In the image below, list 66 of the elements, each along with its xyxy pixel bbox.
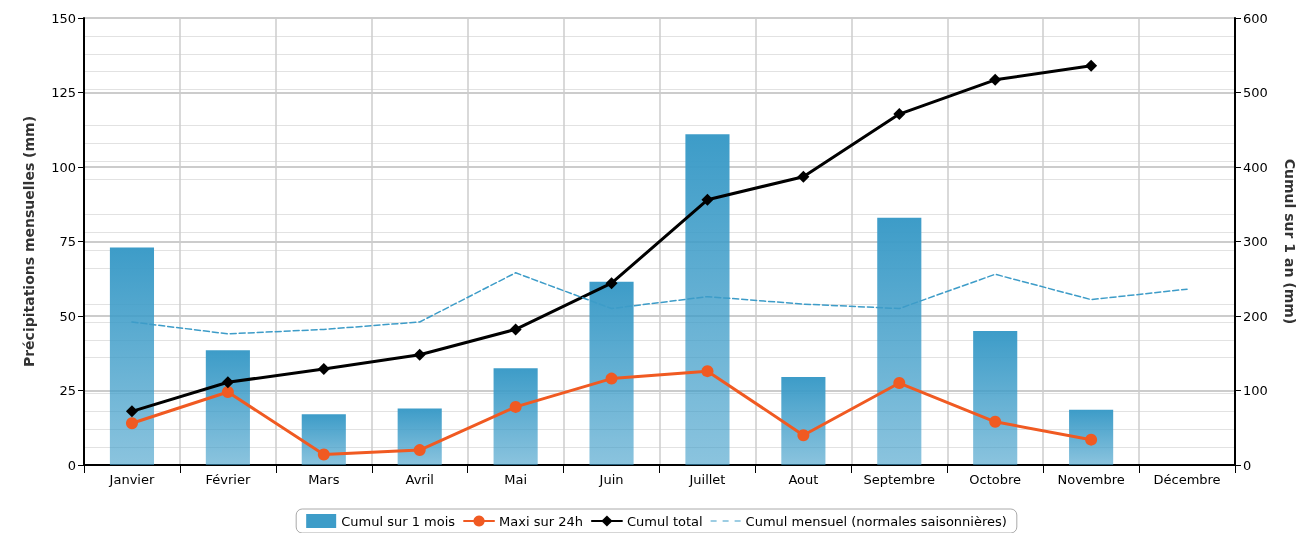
point <box>317 448 330 461</box>
x-tick-label: Aout <box>788 472 819 487</box>
y2-tick-label: 400 <box>1243 159 1268 175</box>
x-tick-label: Février <box>205 472 251 487</box>
bar <box>685 134 730 465</box>
point <box>797 429 810 442</box>
point <box>413 348 426 361</box>
point <box>701 193 714 206</box>
point <box>605 277 618 290</box>
point <box>893 108 906 121</box>
y2-tick-label: 600 <box>1243 10 1268 26</box>
point <box>413 444 426 457</box>
x-tick-label: Janvier <box>108 472 155 487</box>
legend-label: Maxi sur 24h <box>499 513 583 529</box>
y-tick-label: 75 <box>59 234 76 249</box>
x-tick-label: Septembre <box>863 472 936 487</box>
y2-axis-title: Cumul sur 1 an (mm) <box>1282 158 1298 325</box>
y-tick-label: 125 <box>51 85 76 100</box>
point <box>509 400 522 413</box>
y2-tick-label: 200 <box>1243 308 1268 324</box>
line-series <box>131 272 1188 335</box>
bar <box>1069 409 1114 465</box>
point <box>125 405 138 418</box>
point <box>221 385 234 398</box>
y2-tick-label: 100 <box>1243 383 1268 398</box>
point <box>317 362 330 375</box>
y2-tick-label: 0 <box>1243 457 1252 473</box>
x-tick-label: Juin <box>598 472 624 487</box>
x-tick-label: Juillet <box>688 472 726 487</box>
x-tick-label: Mai <box>504 472 528 487</box>
point <box>605 372 618 385</box>
point <box>1085 433 1098 446</box>
bar <box>781 377 826 465</box>
legend-label: Cumul total <box>626 513 703 529</box>
point <box>125 417 138 430</box>
y-tick-label: 50 <box>59 308 76 324</box>
bar <box>397 408 442 465</box>
bar <box>877 217 922 465</box>
y-tick-label: 150 <box>51 10 76 26</box>
x-tick-label: Novembre <box>1057 472 1125 487</box>
point <box>1085 59 1098 72</box>
bar <box>205 350 250 465</box>
point <box>989 415 1002 428</box>
point <box>989 73 1002 86</box>
bar <box>493 368 538 465</box>
y2-tick-label: 300 <box>1243 234 1268 249</box>
legend-label: Cumul sur 1 mois <box>341 513 456 529</box>
legend-label: Cumul mensuel (normales saisonnières) <box>745 513 1007 529</box>
point <box>701 365 714 378</box>
point <box>509 323 522 336</box>
x-tick-label: Octobre <box>969 472 1022 487</box>
y-tick-label: 25 <box>59 383 76 398</box>
x-tick-label: Décembre <box>1153 472 1221 487</box>
y2-tick-label: 500 <box>1243 85 1268 100</box>
point <box>221 376 234 389</box>
bar <box>589 281 634 465</box>
point <box>893 377 906 390</box>
point <box>797 170 810 183</box>
x-tick-label: Mars <box>308 472 340 487</box>
y-tick-label: 0 <box>67 457 76 473</box>
bar <box>973 330 1018 465</box>
y-axis-title: Précipitations mensuelles (mm) <box>21 115 37 368</box>
y-tick-label: 100 <box>51 159 76 175</box>
x-tick-label: Avril <box>405 472 434 487</box>
bar <box>301 414 346 465</box>
bar <box>109 247 155 465</box>
